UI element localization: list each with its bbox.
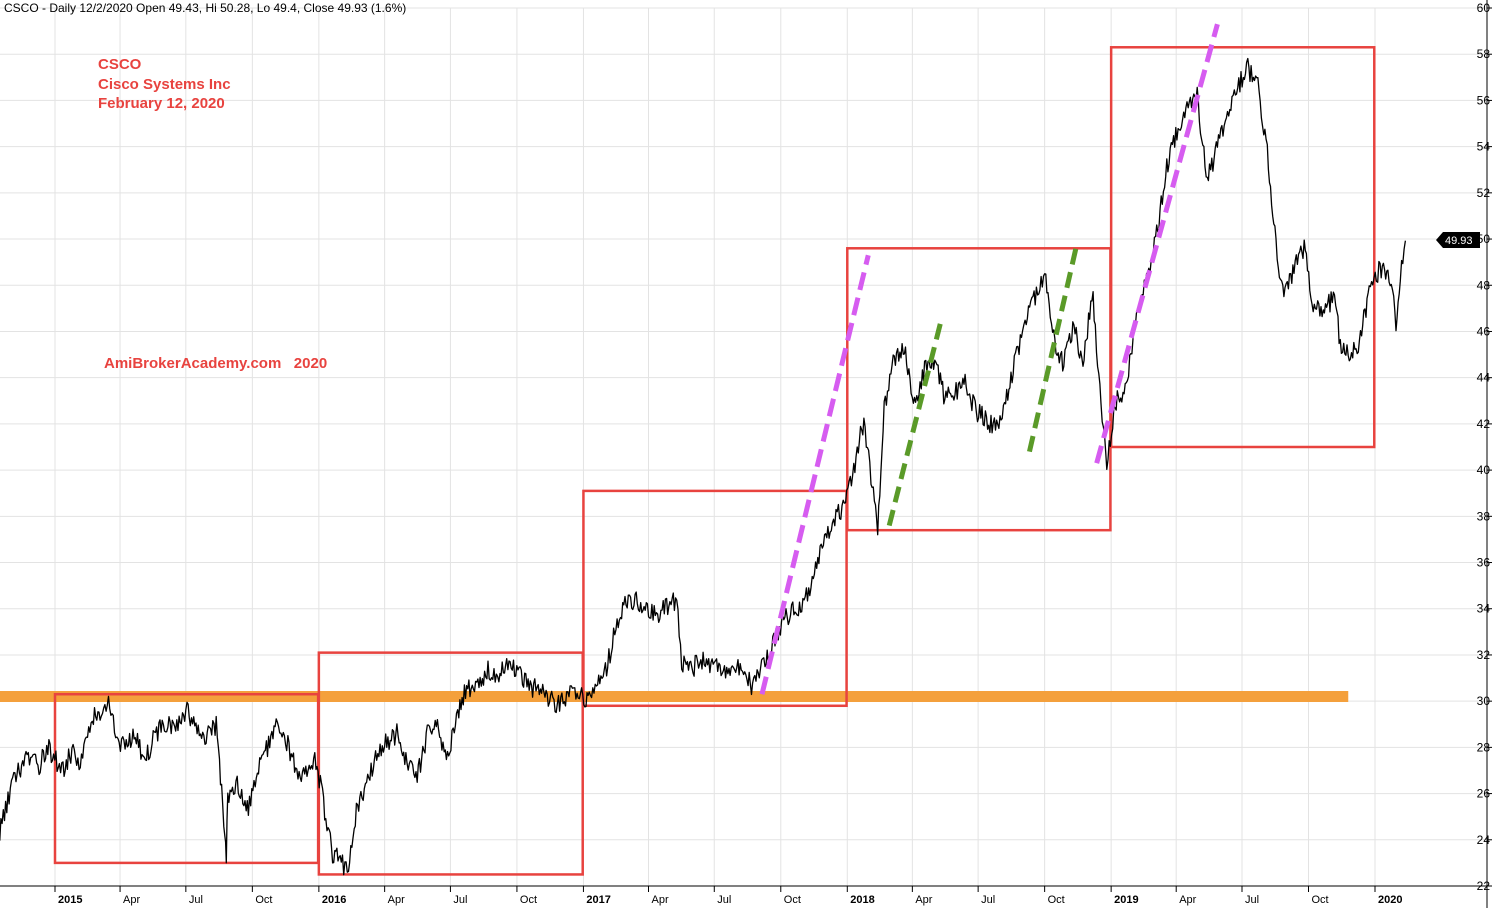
y-tick-label: 48 [1477,278,1491,292]
year-range-box [317,651,584,876]
x-tick-label: Jul [189,894,203,906]
x-tick-label: Oct [255,894,272,906]
x-tick-label: 2015 [58,894,82,906]
y-tick-label: 38 [1477,509,1491,523]
ticker-annotation: CSCO [98,56,142,73]
x-tick-label: Apr [915,894,932,906]
company-annotation: Cisco Systems Inc [98,76,231,93]
y-tick-label: 40 [1477,463,1491,477]
x-tick-label: Apr [1179,894,1196,906]
overlays [0,46,1376,876]
x-tick-label: Oct [784,894,801,906]
y-tick-label: 54 [1477,140,1491,154]
x-tick-label: 2018 [850,894,874,906]
y-tick-label: 42 [1477,417,1491,431]
y-tick-label: 46 [1477,324,1491,338]
y-tick-label: 30 [1477,694,1491,708]
y-tick-label: 34 [1477,602,1491,616]
x-tick-label: Jul [453,894,467,906]
trend-lines [759,23,1220,695]
x-tick-label: Jul [981,894,995,906]
magenta-trend-line [1094,23,1220,464]
price-line [0,57,1407,876]
y-tick-label: 56 [1477,93,1491,107]
y-tick-label: 32 [1477,648,1491,662]
chart-title: CSCO - Daily 12/2/2020 Open 49.43, Hi 50… [4,1,406,15]
x-tick-label: Jul [717,894,731,906]
x-tick-label: 2017 [586,894,610,906]
watermark-annotation: AmiBrokerAcademy.com 2020 [104,355,327,372]
magenta-trend-line [759,254,871,695]
y-tick-label: 52 [1477,186,1491,200]
price-series [0,57,1407,876]
y-tick-label: 60 [1477,1,1491,15]
x-tick-label: Jul [1245,894,1259,906]
last-price-tag: 49.93 [1436,232,1480,248]
y-tick-label: 28 [1477,740,1491,754]
x-tick-label: Oct [520,894,537,906]
y-tick-label: 26 [1477,787,1491,801]
y-tick-label: 58 [1477,47,1491,61]
green-trend-line [1027,245,1079,453]
year-range-box [582,489,848,708]
x-tick-label: 2019 [1114,894,1138,906]
y-tick-label: 44 [1477,371,1491,385]
grid [0,7,1487,887]
y-tick-label: 36 [1477,556,1491,570]
x-tick-label: Apr [388,894,405,906]
x-tick-label: Oct [1048,894,1065,906]
x-tick-label: Apr [123,894,140,906]
x-tick-label: Apr [651,894,668,906]
y-tick-label: 24 [1477,833,1491,847]
x-tick-label: 2016 [322,894,346,906]
year-range-box [1109,46,1376,449]
last-price-tag-shape [1436,232,1480,248]
x-tick-label: Oct [1311,894,1328,906]
last-price-tag-text: 49.93 [1445,235,1473,247]
x-tick-label: 2020 [1378,894,1402,906]
date-annotation: February 12, 2020 [98,95,225,112]
green-trend-line [886,319,944,527]
